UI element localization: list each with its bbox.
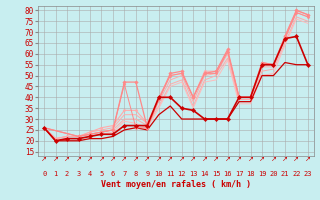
X-axis label: Vent moyen/en rafales ( km/h ): Vent moyen/en rafales ( km/h ) bbox=[101, 180, 251, 189]
